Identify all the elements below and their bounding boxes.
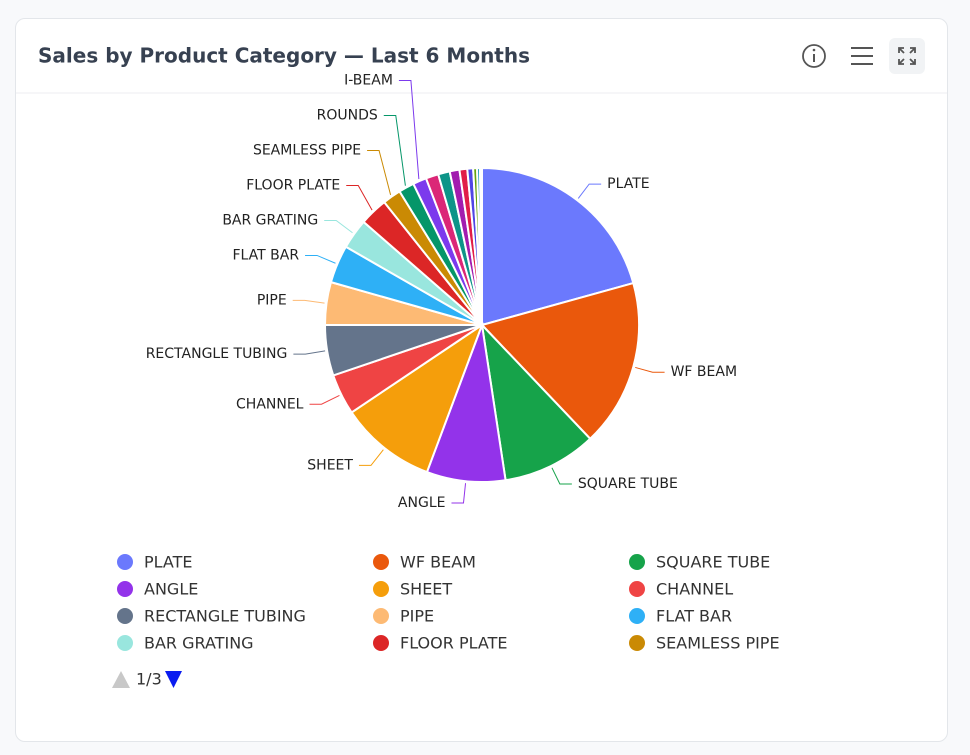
legend-swatch[interactable] xyxy=(117,554,133,570)
menu-button[interactable] xyxy=(851,47,873,65)
legend-label[interactable]: FLOOR PLATE xyxy=(400,634,507,653)
legend-page: 1/3 xyxy=(136,670,162,689)
leader-line xyxy=(398,79,420,180)
slice-label: SEAMLESS PIPE xyxy=(253,142,361,158)
pie-slice xyxy=(350,322,485,474)
legend-swatch[interactable] xyxy=(373,554,389,570)
slice-label: FLAT BAR xyxy=(232,247,299,263)
legend-swatch[interactable] xyxy=(629,635,645,651)
legend-label[interactable]: ANGLE xyxy=(144,580,198,599)
legend-swatch[interactable] xyxy=(373,635,389,651)
slice-label: ROUNDS xyxy=(317,107,378,123)
slice-label: PLATE xyxy=(607,176,649,192)
slice-label: FLOOR PLATE xyxy=(246,177,340,193)
legend-swatch[interactable] xyxy=(373,581,389,597)
slice-label: CHANNEL xyxy=(236,396,304,412)
info-button[interactable] xyxy=(802,44,826,68)
slice-label: SQUARE TUBE xyxy=(578,476,678,492)
legend-swatch[interactable] xyxy=(117,635,133,651)
leader-line xyxy=(367,149,392,196)
legend-prev[interactable] xyxy=(112,671,130,688)
chart-title: Sales by Product Category — Last 6 Month… xyxy=(38,44,530,68)
slice-label: BAR GRATING xyxy=(222,212,318,228)
slice-label: PIPE xyxy=(257,292,287,308)
legend-label[interactable]: PLATE xyxy=(144,553,193,572)
legend-label[interactable]: CHANNEL xyxy=(656,580,733,599)
legend-swatch[interactable] xyxy=(117,608,133,624)
pie-slice xyxy=(480,322,592,482)
pie-slice xyxy=(480,281,640,441)
legend-swatch[interactable] xyxy=(117,581,133,597)
fullscreen-button[interactable] xyxy=(889,38,925,74)
legend-next[interactable] xyxy=(165,671,182,688)
legend-label[interactable]: SHEET xyxy=(400,580,452,599)
leader-line xyxy=(383,114,406,186)
slice-label: WF BEAM xyxy=(671,364,737,380)
legend-swatch[interactable] xyxy=(629,581,645,597)
legend-label[interactable]: SEAMLESS PIPE xyxy=(656,634,780,653)
leader-line xyxy=(358,449,384,466)
legend-swatch[interactable] xyxy=(373,608,389,624)
legend-label[interactable]: PIPE xyxy=(400,607,434,626)
slice-label: I-BEAM xyxy=(344,72,393,88)
legend-label[interactable]: WF BEAM xyxy=(400,553,476,572)
slice-label: RECTANGLE TUBING xyxy=(146,346,288,362)
legend-label[interactable]: SQUARE TUBE xyxy=(656,553,770,572)
leader-line xyxy=(324,219,353,234)
slice-label: ANGLE xyxy=(398,495,446,511)
leader-line xyxy=(305,254,336,264)
leader-line xyxy=(451,483,467,504)
pie-slice xyxy=(479,166,483,326)
leader-line xyxy=(635,366,665,373)
leader-line xyxy=(551,467,572,485)
pie-slice xyxy=(481,166,635,327)
legend-label[interactable]: FLAT BAR xyxy=(656,607,732,626)
leader-line xyxy=(577,183,602,199)
slice-label: SHEET xyxy=(307,457,353,473)
legend-label[interactable]: RECTANGLE TUBING xyxy=(144,607,306,626)
leader-line xyxy=(346,184,373,211)
legend-swatch[interactable] xyxy=(629,554,645,570)
leader-line xyxy=(292,299,325,304)
leader-line xyxy=(293,350,326,355)
legend-swatch[interactable] xyxy=(629,608,645,624)
leader-line xyxy=(309,394,340,405)
legend-label[interactable]: BAR GRATING xyxy=(144,634,254,653)
